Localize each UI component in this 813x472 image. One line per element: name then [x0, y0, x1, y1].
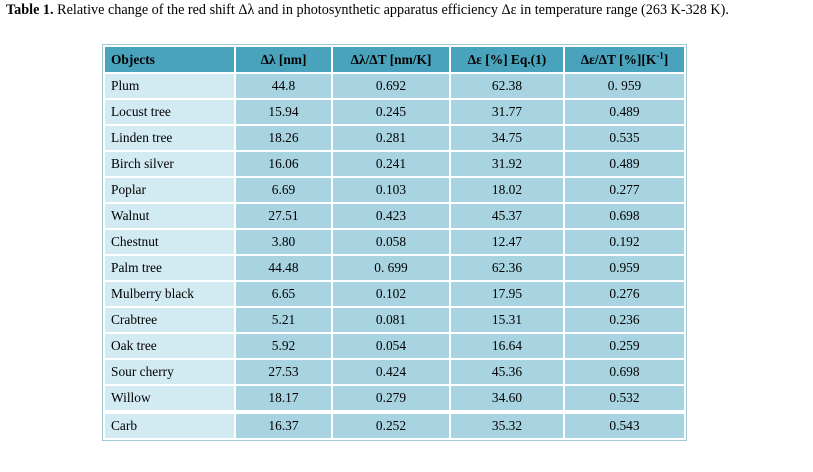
table-row: Locust tree 15.94 0.245 31.77 0.489	[105, 100, 684, 124]
efficiency-rate-cell: 0.698	[565, 204, 684, 228]
object-cell: Palm tree	[105, 256, 234, 280]
object-cell: Crabtree	[105, 308, 234, 332]
red-shift-cell: 6.65	[236, 282, 331, 306]
efficiency-rate-cell: 0.535	[565, 126, 684, 150]
header-efficiency-rate: Δε/ΔT [%][K-1]	[565, 47, 684, 72]
object-cell: Walnut	[105, 204, 234, 228]
red-shift-cell: 5.92	[236, 334, 331, 358]
red-shift-cell: 16.37	[236, 412, 331, 438]
table-row: Poplar 6.69 0.103 18.02 0.277	[105, 178, 684, 202]
data-table: Objects Δλ [nm] Δλ/ΔT [nm/K] Δε [%] Eq.(…	[102, 44, 687, 441]
efficiency-change-cell: 12.47	[451, 230, 563, 254]
table-row: Carb 16.37 0.252 35.32 0.543	[105, 412, 684, 438]
object-cell: Willow	[105, 386, 234, 410]
red-shift-rate-cell: 0. 699	[333, 256, 449, 280]
red-shift-cell: 6.69	[236, 178, 331, 202]
red-shift-rate-cell: 0.245	[333, 100, 449, 124]
red-shift-cell: 27.51	[236, 204, 331, 228]
efficiency-change-cell: 45.36	[451, 360, 563, 384]
header-efficiency-rate-main: Δε/ΔT [%][K	[580, 51, 657, 67]
table-row: Willow 18.17 0.279 34.60 0.532	[105, 386, 684, 410]
table-row: Sour cherry 27.53 0.424 45.36 0.698	[105, 360, 684, 384]
efficiency-rate-cell: 0.489	[565, 100, 684, 124]
red-shift-cell: 18.17	[236, 386, 331, 410]
caption-label: Table 1.	[6, 2, 54, 18]
header-efficiency-rate-sup: -1	[656, 50, 664, 61]
object-cell: Locust tree	[105, 100, 234, 124]
red-shift-rate-cell: 0.252	[333, 412, 449, 438]
efficiency-change-cell: 35.32	[451, 412, 563, 438]
efficiency-change-cell: 31.92	[451, 152, 563, 176]
object-cell: Birch silver	[105, 152, 234, 176]
table-row: Mulberry black 6.65 0.102 17.95 0.276	[105, 282, 684, 306]
table-row: Walnut 27.51 0.423 45.37 0.698	[105, 204, 684, 228]
red-shift-cell: 18.26	[236, 126, 331, 150]
red-shift-rate-cell: 0.281	[333, 126, 449, 150]
table-row: Plum 44.8 0.692 62.38 0. 959	[105, 74, 684, 98]
efficiency-change-cell: 16.64	[451, 334, 563, 358]
object-cell: Plum	[105, 74, 234, 98]
red-shift-rate-cell: 0.054	[333, 334, 449, 358]
object-cell: Oak tree	[105, 334, 234, 358]
red-shift-rate-cell: 0.102	[333, 282, 449, 306]
red-shift-cell: 16.06	[236, 152, 331, 176]
red-shift-cell: 3.80	[236, 230, 331, 254]
efficiency-rate-cell: 0. 959	[565, 74, 684, 98]
efficiency-change-cell: 62.38	[451, 74, 563, 98]
efficiency-change-cell: 15.31	[451, 308, 563, 332]
header-objects: Objects	[105, 47, 234, 72]
object-cell: Carb	[105, 412, 234, 438]
red-shift-rate-cell: 0.058	[333, 230, 449, 254]
object-cell: Linden tree	[105, 126, 234, 150]
table-caption: Table 1. Relative change of the red shif…	[6, 2, 796, 19]
object-cell: Poplar	[105, 178, 234, 202]
red-shift-rate-cell: 0.423	[333, 204, 449, 228]
caption-text: Relative change of the red shift Δλ and …	[53, 2, 729, 18]
efficiency-rate-cell: 0.698	[565, 360, 684, 384]
red-shift-cell: 27.53	[236, 360, 331, 384]
table-row: Linden tree 18.26 0.281 34.75 0.535	[105, 126, 684, 150]
efficiency-change-cell: 17.95	[451, 282, 563, 306]
table-row: Birch silver 16.06 0.241 31.92 0.489	[105, 152, 684, 176]
header-red-shift-rate: Δλ/ΔT [nm/K]	[333, 47, 449, 72]
efficiency-rate-cell: 0.532	[565, 386, 684, 410]
red-shift-rate-cell: 0.692	[333, 74, 449, 98]
efficiency-change-cell: 31.77	[451, 100, 563, 124]
efficiency-change-cell: 45.37	[451, 204, 563, 228]
object-cell: Chestnut	[105, 230, 234, 254]
table-row: Palm tree 44.48 0. 699 62.36 0.959	[105, 256, 684, 280]
table-row: Chestnut 3.80 0.058 12.47 0.192	[105, 230, 684, 254]
red-shift-rate-cell: 0.081	[333, 308, 449, 332]
header-efficiency-change: Δε [%] Eq.(1)	[451, 47, 563, 72]
object-cell: Sour cherry	[105, 360, 234, 384]
efficiency-rate-cell: 0.959	[565, 256, 684, 280]
efficiency-rate-cell: 0.259	[565, 334, 684, 358]
efficiency-rate-cell: 0.276	[565, 282, 684, 306]
red-shift-cell: 15.94	[236, 100, 331, 124]
header-efficiency-rate-end: ]	[663, 51, 669, 67]
red-shift-cell: 44.48	[236, 256, 331, 280]
red-shift-rate-cell: 0.103	[333, 178, 449, 202]
table-body: Plum 44.8 0.692 62.38 0. 959 Locust tree 15.94…	[105, 74, 684, 438]
efficiency-rate-cell: 0.489	[565, 152, 684, 176]
red-shift-rate-cell: 0.424	[333, 360, 449, 384]
table-row: Crabtree 5.21 0.081 15.31 0.236	[105, 308, 684, 332]
efficiency-change-cell: 34.75	[451, 126, 563, 150]
efficiency-change-cell: 18.02	[451, 178, 563, 202]
efficiency-change-cell: 62.36	[451, 256, 563, 280]
red-shift-rate-cell: 0.241	[333, 152, 449, 176]
red-shift-rate-cell: 0.279	[333, 386, 449, 410]
efficiency-rate-cell: 0.236	[565, 308, 684, 332]
efficiency-rate-cell: 0.277	[565, 178, 684, 202]
header-red-shift: Δλ [nm]	[236, 47, 331, 72]
efficiency-rate-cell: 0.543	[565, 412, 684, 438]
object-cell: Mulberry black	[105, 282, 234, 306]
table-row: Oak tree 5.92 0.054 16.64 0.259	[105, 334, 684, 358]
efficiency-rate-cell: 0.192	[565, 230, 684, 254]
red-shift-cell: 44.8	[236, 74, 331, 98]
header-row: Objects Δλ [nm] Δλ/ΔT [nm/K] Δε [%] Eq.(…	[105, 47, 684, 72]
efficiency-change-cell: 34.60	[451, 386, 563, 410]
red-shift-cell: 5.21	[236, 308, 331, 332]
